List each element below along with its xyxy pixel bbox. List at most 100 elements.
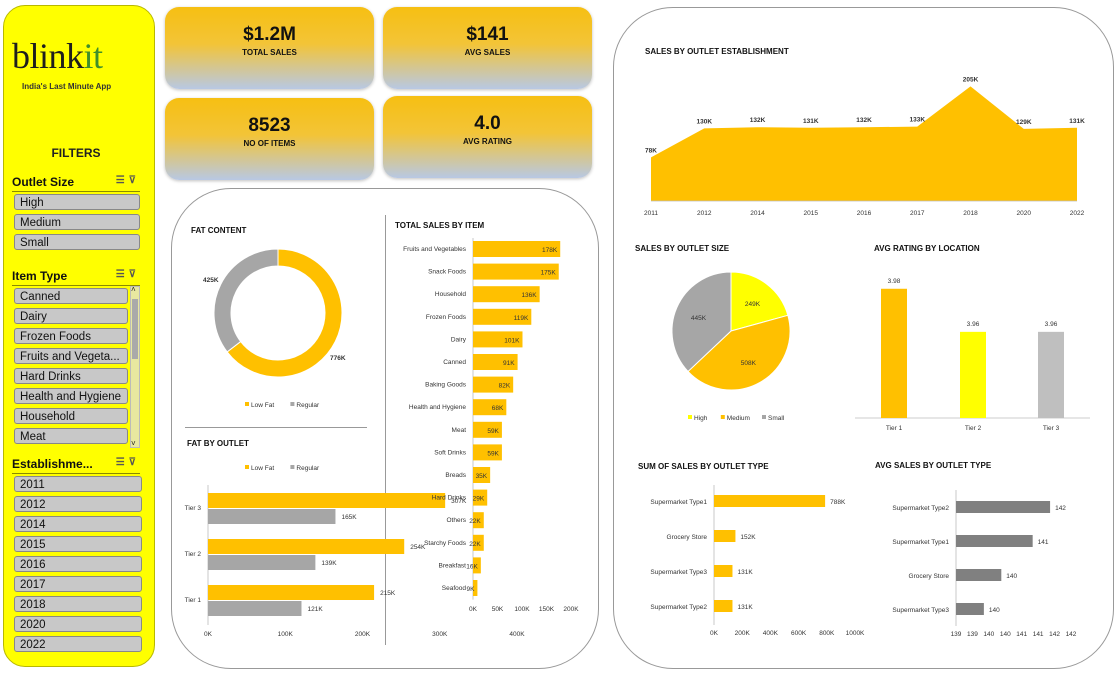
item_type-option[interactable]: Hard Drinks <box>14 368 128 384</box>
data-label: 68K <box>492 405 504 412</box>
legend-entry: Small <box>768 415 785 422</box>
establishment-option[interactable]: 2012 <box>14 496 142 512</box>
item_type-option[interactable]: Canned <box>14 288 128 304</box>
category-label: Supermarket Type1 <box>892 539 949 546</box>
x-tick-label: 142 <box>1066 631 1077 638</box>
bar <box>473 241 561 257</box>
category-label: Others <box>446 517 466 524</box>
legend-swatch <box>245 402 249 406</box>
x-tick-label: 600K <box>791 630 807 637</box>
scroll-down-icon[interactable]: ˅ <box>131 439 136 448</box>
legend-entry: Low Fat <box>251 402 274 409</box>
chart-title-sales-by-establishment: SALES BY OUTLET ESTABLISHMENT <box>645 47 789 56</box>
kpi-value: 4.0 <box>474 113 501 134</box>
pie-slice <box>671 271 732 373</box>
category-label: Dairy <box>451 336 467 343</box>
bar <box>956 569 1002 581</box>
data-label: 508K <box>741 360 757 367</box>
bar <box>473 534 484 551</box>
scrollbar-thumb[interactable] <box>132 299 138 359</box>
legend-swatch <box>290 465 295 469</box>
bar <box>208 539 405 554</box>
kpi-value: $1.2M <box>243 24 296 45</box>
item_type-option[interactable]: Meat <box>14 428 128 444</box>
data-label: 132K <box>856 117 872 124</box>
category-label: Supermarket Type3 <box>650 569 707 576</box>
category-label: Snack Foods <box>428 269 467 276</box>
x-tick-label: 142 <box>1049 631 1060 638</box>
outlet_size-option[interactable]: High <box>14 194 140 210</box>
bar <box>473 580 478 596</box>
legend-entry: Regular <box>296 465 320 472</box>
establishment-option[interactable]: 2022 <box>14 636 142 652</box>
data-label: 425K <box>203 277 219 284</box>
bar <box>208 493 446 508</box>
establishment-option[interactable]: 2015 <box>14 536 142 552</box>
item_type-option[interactable]: Health and Hygiene <box>14 388 128 404</box>
x-tick-label: 2020 <box>1017 210 1032 217</box>
pie-slice <box>730 271 789 332</box>
kpi-value: 8523 <box>248 115 291 136</box>
x-tick-label: 100K <box>278 631 294 638</box>
data-label: 130K <box>696 118 712 125</box>
data-label: 788K <box>830 499 846 506</box>
data-label: 3.96 <box>967 321 980 328</box>
scroll-up-icon[interactable]: ˄ <box>131 285 136 294</box>
legend-swatch <box>688 415 692 419</box>
data-label: 16K <box>466 563 478 570</box>
divider <box>385 215 386 645</box>
category-label: Household <box>435 291 466 298</box>
legend-swatch <box>720 415 725 419</box>
item_type-option[interactable]: Household <box>14 408 128 424</box>
establishment-option[interactable]: 2016 <box>14 556 142 572</box>
category-label: Health and Hygiene <box>409 404 466 411</box>
x-tick-label: 140 <box>983 631 994 638</box>
item-type-scrollbar[interactable]: ˄ ˅ <box>130 285 140 448</box>
bar <box>714 495 826 507</box>
multi-select-icon[interactable]: ☰ <box>115 457 129 468</box>
clear-filter-icon[interactable]: ⊽ <box>128 269 140 280</box>
establishment-option[interactable]: 2014 <box>14 516 142 532</box>
establishment-option[interactable]: 2011 <box>14 476 142 492</box>
legend-entry: Regular <box>296 402 320 409</box>
x-tick-label: 50K <box>492 606 504 613</box>
x-tick-label: Tier 1 <box>886 425 903 432</box>
multi-select-icon[interactable]: ☰ <box>115 175 129 186</box>
data-label: 22K <box>469 541 481 548</box>
establishment-option[interactable]: 2020 <box>14 616 142 632</box>
outlet_size-option[interactable]: Small <box>14 234 140 250</box>
data-label: 82K <box>499 383 511 390</box>
item_type-option[interactable]: Fruits and Vegeta... <box>14 348 128 364</box>
donut-slice <box>226 248 343 378</box>
multi-select-icon[interactable]: ☰ <box>115 269 129 280</box>
item_type-option[interactable]: Dairy <box>14 308 128 324</box>
data-label: 140 <box>1006 573 1017 580</box>
kpi-avg-rating: 4.0 AVG RATING <box>383 96 592 178</box>
x-tick-label: 200K <box>355 631 371 638</box>
area-series <box>651 86 1077 201</box>
establishment-option[interactable]: 2018 <box>14 596 142 612</box>
x-tick-label: 2011 <box>644 210 658 217</box>
data-label: 91K <box>503 360 515 367</box>
bar <box>473 286 540 303</box>
data-label: 133K <box>909 117 925 124</box>
category-label: Frozen Foods <box>426 314 467 321</box>
clear-filter-icon[interactable]: ⊽ <box>128 457 140 468</box>
data-label: 776K <box>330 355 346 362</box>
bar <box>473 444 502 461</box>
item_type-option[interactable]: Frozen Foods <box>14 328 128 344</box>
data-label: 139K <box>321 560 337 567</box>
clear-filter-icon[interactable]: ⊽ <box>128 175 140 186</box>
bar <box>881 288 907 418</box>
chart-title-sales-by-outlet-size: SALES BY OUTLET SIZE <box>635 244 730 253</box>
data-label: 152K <box>740 534 756 541</box>
outlet_size-option[interactable]: Medium <box>14 214 140 230</box>
legend-swatch <box>762 415 766 419</box>
chart-title-fat-content: FAT CONTENT <box>191 226 247 235</box>
chart-title-total-sales-by-item: TOTAL SALES BY ITEM <box>395 221 485 230</box>
establishment-option[interactable]: 2017 <box>14 576 142 592</box>
bar <box>208 509 336 524</box>
chart-title-sum-sales-by-outlet-type: SUM OF SALES BY OUTLET TYPE <box>638 462 769 471</box>
category-label: Supermarket Type1 <box>650 499 707 506</box>
data-label: 3.98 <box>888 278 901 285</box>
